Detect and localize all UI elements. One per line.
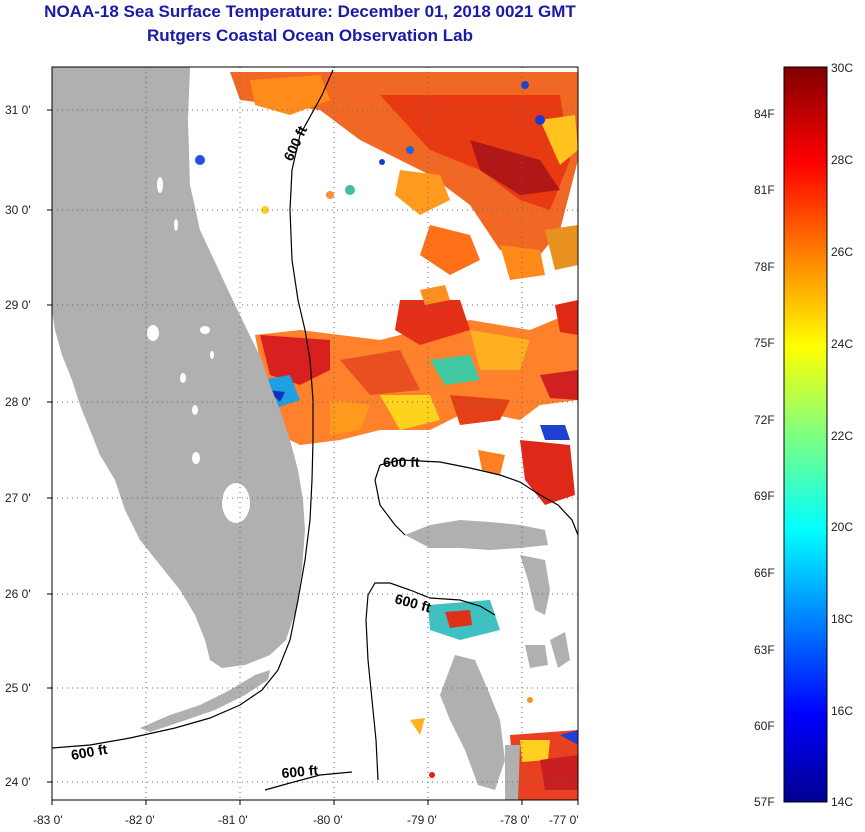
colorbar-label-f: 78F bbox=[754, 260, 775, 274]
colorbar-label-c: 30C bbox=[831, 61, 853, 75]
lon-label: -82 0' bbox=[125, 813, 155, 827]
colorbar-celsius-labels: 30C 28C 26C 24C 22C 20C 18C 16C 14C bbox=[831, 61, 853, 809]
depth-label: 600 ft bbox=[281, 762, 319, 781]
isobath-600ft-lines bbox=[52, 69, 578, 791]
lat-label: 30 0' bbox=[5, 203, 31, 217]
lat-label: 24 0' bbox=[5, 775, 31, 789]
colorbar-label-f: 60F bbox=[754, 719, 775, 733]
lake-okeechobee bbox=[222, 483, 250, 523]
lon-label: -77 0' bbox=[549, 813, 579, 827]
colorbar-label-c: 22C bbox=[831, 429, 853, 443]
lat-label: 25 0' bbox=[5, 681, 31, 695]
colorbar-label-f: 81F bbox=[754, 183, 775, 197]
lon-label: -81 0' bbox=[218, 813, 248, 827]
axis-ticks bbox=[47, 109, 579, 805]
lon-label: -83 0' bbox=[33, 813, 63, 827]
lon-label: -79 0' bbox=[407, 813, 437, 827]
latitude-labels: 31 0' 30 0' 29 0' 28 0' 27 0' 26 0' 25 0… bbox=[5, 103, 31, 789]
depth-label: 600 ft bbox=[70, 741, 109, 763]
temperature-colorbar bbox=[783, 66, 828, 803]
lat-label: 29 0' bbox=[5, 298, 31, 312]
colorbar-label-c: 24C bbox=[831, 337, 853, 351]
lat-label: 28 0' bbox=[5, 395, 31, 409]
colorbar-label-c: 18C bbox=[831, 612, 853, 626]
gridlines bbox=[52, 67, 578, 800]
lat-label: 27 0' bbox=[5, 491, 31, 505]
lat-label: 31 0' bbox=[5, 103, 31, 117]
colorbar-label-c: 20C bbox=[831, 520, 853, 534]
map-border bbox=[51, 66, 579, 801]
colorbar-label-c: 26C bbox=[831, 245, 853, 259]
colorbar-label-f: 57F bbox=[754, 795, 775, 809]
depth-label: 600 ft bbox=[383, 454, 420, 470]
colorbar-label-f: 66F bbox=[754, 566, 775, 580]
map-subtitle: Rutgers Coastal Ocean Observation Lab bbox=[147, 26, 473, 45]
grand-bahama-island bbox=[405, 520, 548, 550]
lon-label: -80 0' bbox=[313, 813, 343, 827]
colorbar-label-f: 72F bbox=[754, 413, 775, 427]
isobath-labels: 600 ft 600 ft 600 ft 600 ft 600 ft bbox=[70, 123, 433, 781]
andros-island bbox=[440, 655, 505, 790]
longitude-labels: -83 0' -82 0' -81 0' -80 0' -79 0' -78 0… bbox=[33, 813, 579, 827]
lon-label: -78 0' bbox=[500, 813, 530, 827]
lat-label: 26 0' bbox=[5, 587, 31, 601]
colorbar-label-c: 28C bbox=[831, 153, 853, 167]
colorbar-label-f: 69F bbox=[754, 489, 775, 503]
map-title: NOAA-18 Sea Surface Temperature: Decembe… bbox=[44, 2, 576, 21]
florida-keys bbox=[140, 670, 270, 732]
colorbar-label-f: 63F bbox=[754, 643, 775, 657]
colorbar-fahrenheit-labels: 84F 81F 78F 75F 72F 69F 66F 63F 60F 57F bbox=[754, 107, 775, 809]
colorbar-label-f: 75F bbox=[754, 336, 775, 350]
abaco-island bbox=[520, 555, 550, 615]
colorbar-label-c: 16C bbox=[831, 704, 853, 718]
sst-data-layer bbox=[181, 69, 578, 800]
colorbar-label-c: 14C bbox=[831, 795, 853, 809]
colorbar-label-f: 84F bbox=[754, 107, 775, 121]
